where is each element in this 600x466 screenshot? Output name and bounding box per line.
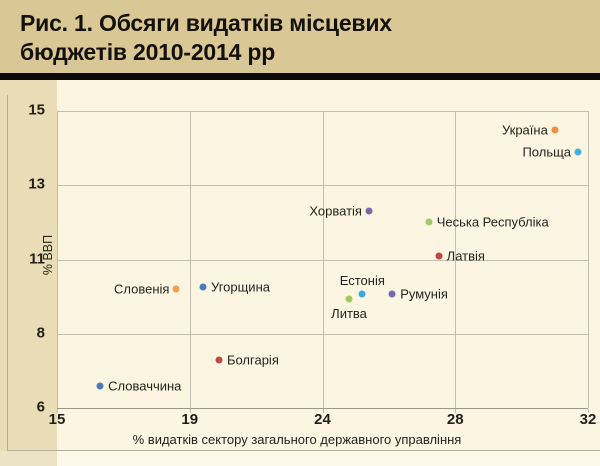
data-point-label: Хорватія [309,203,362,219]
data-point-label: Україна [501,122,548,138]
figure-title: Рис. 1. Обсяги видатків місцевих бюджеті… [20,10,392,65]
y-gridline [57,333,588,335]
data-point-label: Словаччина [108,378,182,394]
y-gridline [57,185,588,187]
x-tick-label: 32 [579,411,597,428]
y-gridline [57,259,588,261]
data-point-marker [435,252,443,260]
data-point-marker [388,290,396,298]
data-point-label: Литва [331,306,367,322]
x-tick-mark [189,409,191,413]
x-tick-label: 19 [181,411,199,428]
data-point-marker [551,126,559,134]
x-tick-label: 24 [314,411,331,428]
figure-title-banner: Рис. 1. Обсяги видатків місцевих бюджеті… [0,0,600,73]
scatter-chart: Україна Польща Хорватія Чеська Республіка Ла… [0,80,600,451]
data-point-marker [96,382,104,390]
data-point-marker [574,148,582,156]
x-tick-label: 28 [446,411,464,428]
data-point-label: Угорщина [211,279,270,295]
data-point-marker [172,285,180,293]
x-tick-mark [322,409,324,413]
data-point-marker [365,207,373,215]
title-divider-bar [0,73,600,80]
y-gridline [57,111,588,112]
y-tick-label: 15 [28,101,45,119]
y-tick-label: 6 [36,398,45,416]
x-tick-label: 15 [48,411,66,428]
chart-frame-left [7,95,8,451]
x-tick-mark [588,409,589,413]
bottom-margin-band [0,451,57,466]
x-tick-mark [455,409,457,413]
y-tick-label: 13 [28,175,45,193]
data-point-label: Румунія [400,286,448,302]
data-point-label: Польща [522,144,572,160]
data-point-marker [215,356,223,364]
x-tick-mark [57,409,58,413]
data-point-marker [425,218,433,226]
data-point-marker [345,295,353,303]
data-point-marker [199,283,207,291]
data-point-label: Словенія [114,281,170,297]
y-tick-label: 8 [36,324,45,342]
data-point-marker [358,290,366,298]
data-point-label: Латвія [446,248,485,264]
chart-frame-bottom [7,450,600,451]
data-point-label: Чеська Республіка [436,214,549,230]
y-axis-band [0,80,57,451]
x-axis-line [57,408,588,409]
y-tick-label: 11 [29,250,45,268]
plot-area: Україна Польща Хорватія Чеська Республіка Ла… [57,111,589,413]
data-point-label: Естонія [339,273,385,289]
x-gridline [588,111,589,408]
x-axis-title: % видатків сектору загального державного… [132,432,462,447]
data-point-label: Болгарія [226,352,279,368]
bottom-margin [0,451,600,466]
